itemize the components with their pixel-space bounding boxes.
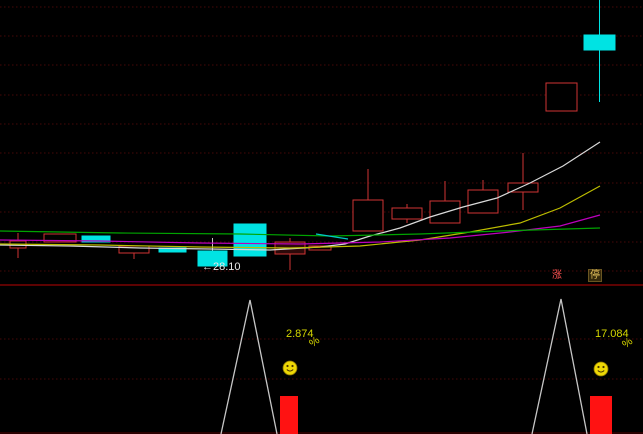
price-annotation: ←28.10: [202, 261, 241, 273]
smiley-mouth: [597, 370, 605, 373]
candle-body: [197, 250, 228, 267]
candle-body: [81, 235, 111, 243]
candle-body: [233, 223, 267, 257]
candle-body: [391, 207, 423, 220]
candle-body: [507, 182, 539, 193]
ma-magenta: [0, 214, 601, 245]
smiley-eye: [602, 365, 605, 369]
smiley-face-icon: [593, 361, 609, 377]
smiley-eye: [286, 364, 289, 368]
candle-body: [43, 233, 77, 243]
signal-bar: [590, 396, 612, 434]
candle-body: [583, 34, 616, 51]
candle-body: [545, 82, 578, 112]
ma-white: [0, 141, 601, 251]
ma-yellow: [0, 185, 601, 249]
signal-value-left: 2.874: [286, 328, 314, 340]
smiley-eye: [291, 364, 294, 368]
signal-spike: [531, 298, 588, 434]
smiley-face-icon: [282, 360, 298, 376]
candle-body: [352, 199, 384, 232]
smiley-eye: [597, 365, 600, 369]
signal-spike: [220, 299, 278, 434]
limit-up-marker-zhang[interactable]: 涨: [552, 270, 562, 281]
smiley-mouth: [286, 369, 294, 372]
ma-cyan: [315, 233, 349, 240]
signal-bar: [280, 396, 298, 434]
limit-up-marker-ting[interactable]: 停: [588, 269, 602, 282]
signal-value-right: 17.084: [595, 328, 629, 340]
